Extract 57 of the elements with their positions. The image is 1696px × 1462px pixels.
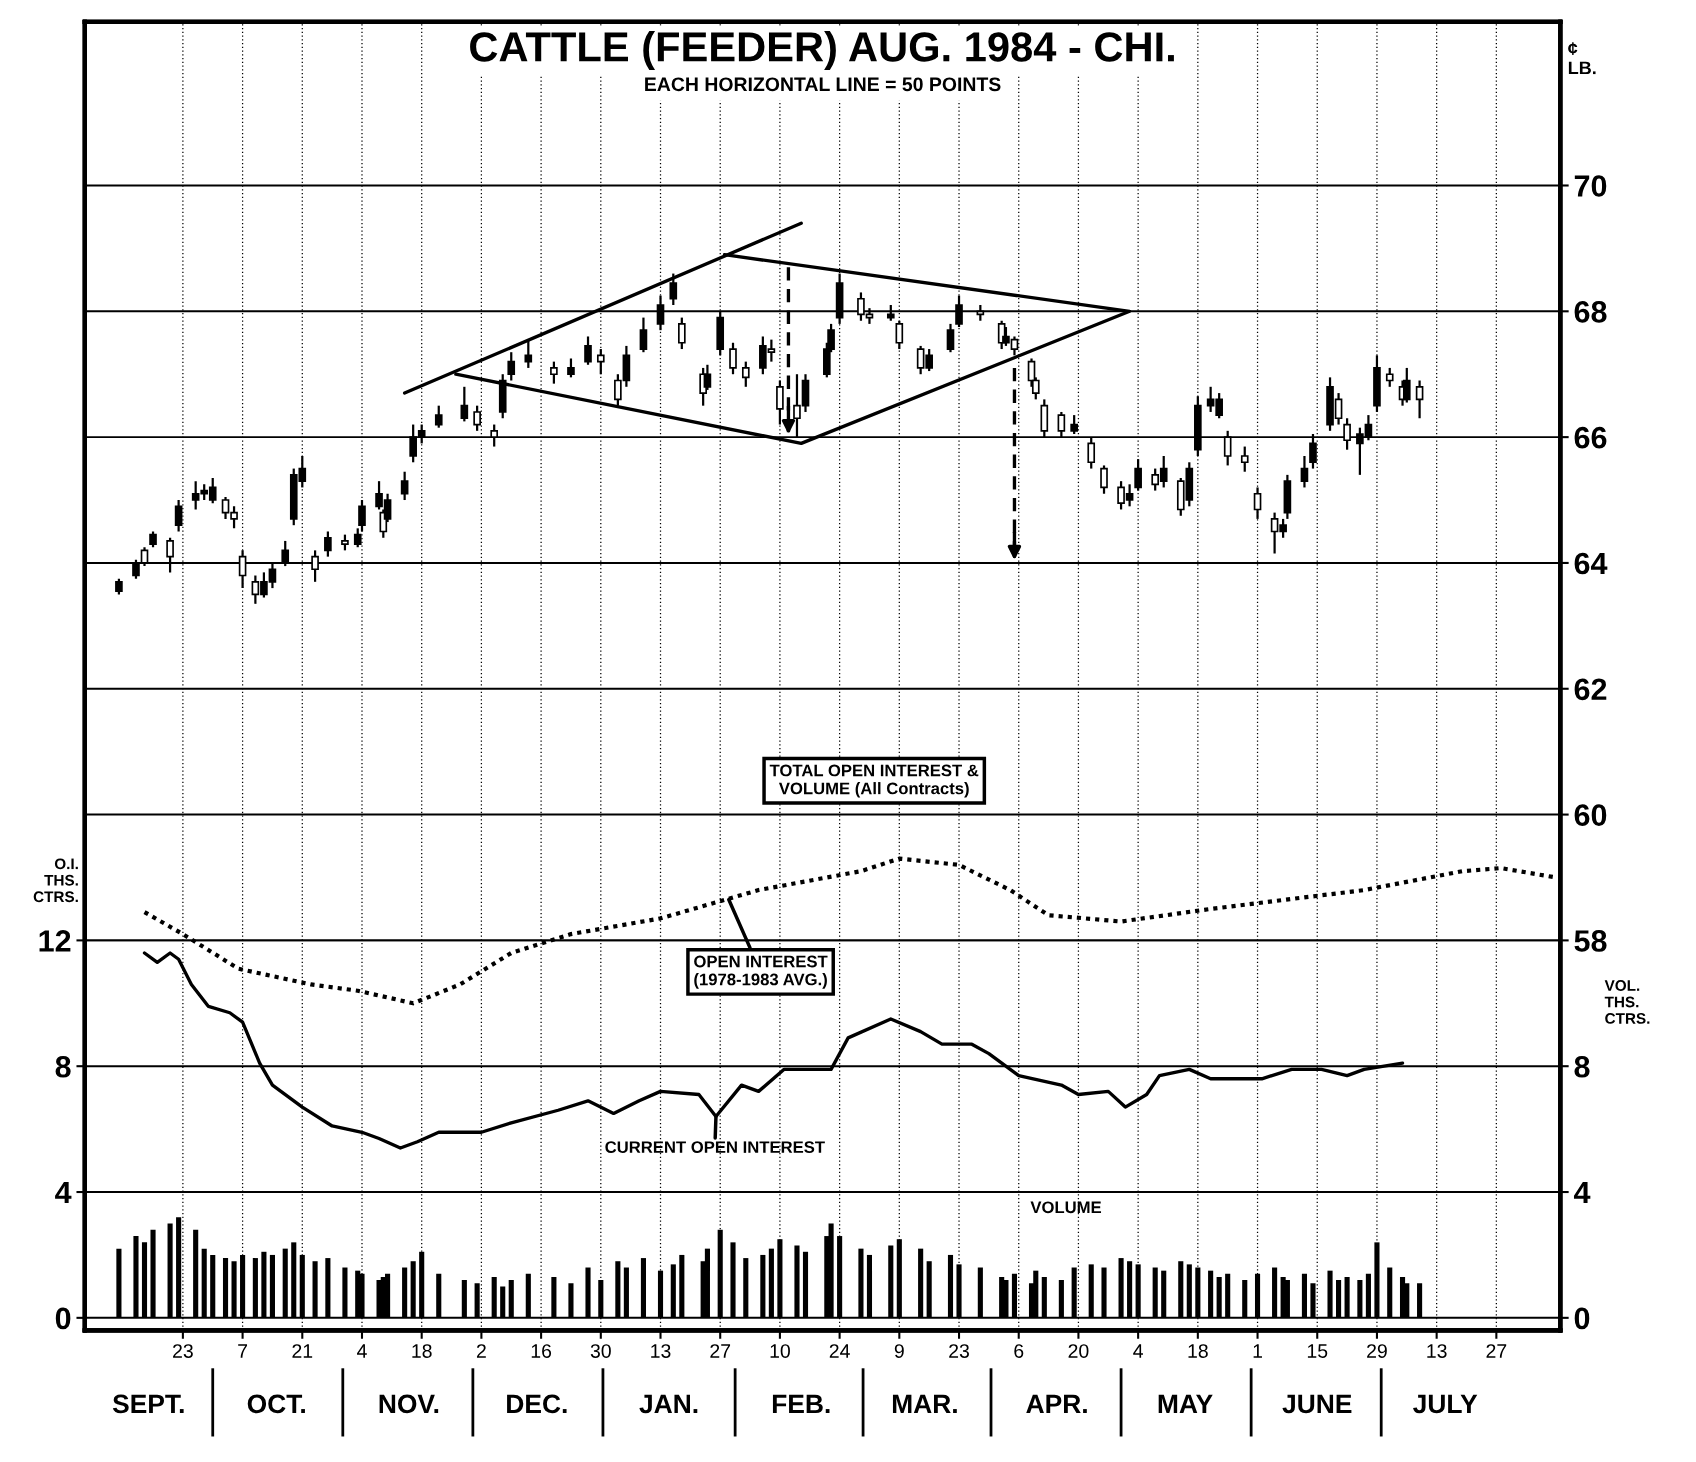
x-tick-label: 21 bbox=[292, 1344, 313, 1358]
x-tick-label: 4 bbox=[1133, 1344, 1143, 1358]
x2-tick-label: MAY bbox=[1158, 1394, 1213, 1413]
y2-axis-title: O.I. THS. CTRS. bbox=[33, 858, 78, 903]
x-tick-label: 27 bbox=[1486, 1344, 1507, 1358]
x2-tick-label: DEC. bbox=[507, 1394, 567, 1414]
y3-tick-label: 8 bbox=[1574, 1055, 1590, 1078]
annotation: VOLUME bbox=[1030, 1201, 1102, 1214]
x-tick-label: 20 bbox=[1068, 1344, 1089, 1358]
x-tick-label: 29 bbox=[1367, 1344, 1387, 1358]
y-tick-label: 66 bbox=[1574, 426, 1607, 449]
chart-title: CATTLE (FEEDER) AUG. 1984 - CHI. bbox=[470, 31, 1174, 70]
y2-tick-label: 8 bbox=[55, 1055, 71, 1078]
x2-tick-label: JUNE bbox=[1282, 1394, 1352, 1414]
x-tick-label: 13 bbox=[651, 1344, 671, 1358]
x-tick-label: 18 bbox=[1188, 1344, 1208, 1358]
x2-tick-label: FEB. bbox=[772, 1394, 830, 1413]
y-axis-title: ¢ LB. bbox=[1568, 42, 1596, 75]
y-tick-label: 60 bbox=[1574, 804, 1607, 826]
x-tick-label: 23 bbox=[173, 1344, 193, 1358]
y3-axis-title: VOL. THS. CTRS. bbox=[1604, 980, 1650, 1024]
x2-tick-label: JAN. bbox=[639, 1394, 698, 1414]
x-tick-label: 23 bbox=[949, 1344, 969, 1358]
y2-tick-label: 0 bbox=[55, 1307, 71, 1330]
x2-tick-label: JULY bbox=[1413, 1394, 1478, 1414]
x2-tick-label: SEPT. bbox=[112, 1394, 184, 1414]
y-tick-label: 62 bbox=[1574, 678, 1607, 701]
x2-tick-label: OCT. bbox=[247, 1394, 305, 1414]
x-tick-label: 13 bbox=[1427, 1344, 1447, 1358]
y2-tick-label: 4 bbox=[55, 1182, 72, 1204]
x2-tick-label: NOV. bbox=[379, 1394, 439, 1414]
y-tick-label: 64 bbox=[1574, 552, 1608, 575]
x-tick-label: 18 bbox=[412, 1344, 432, 1358]
y2-tick-label: 12 bbox=[39, 930, 71, 952]
x-tick-label: 9 bbox=[894, 1344, 904, 1358]
x-tick-label: 15 bbox=[1307, 1344, 1328, 1358]
x-tick-label: 6 bbox=[1014, 1344, 1024, 1358]
x-tick-label: 1 bbox=[1253, 1344, 1262, 1358]
y-tick-label: 68 bbox=[1574, 301, 1607, 323]
x-tick-label: 7 bbox=[238, 1344, 248, 1358]
x-tick-label: 2 bbox=[476, 1344, 486, 1358]
x-tick-label: 30 bbox=[590, 1344, 611, 1358]
x2-tick-label: APR. bbox=[1026, 1394, 1087, 1413]
x-tick-label: 4 bbox=[357, 1344, 367, 1358]
y3-tick-label: 4 bbox=[1573, 1182, 1591, 1204]
y3-tick-label: 0 bbox=[1574, 1307, 1590, 1330]
x-tick-label: 10 bbox=[770, 1344, 790, 1358]
y-tick-label: 58 bbox=[1574, 930, 1607, 952]
x-tick-label: 24 bbox=[829, 1344, 850, 1358]
x2-tick-label: MAR. bbox=[892, 1394, 957, 1413]
x-tick-label: 16 bbox=[531, 1344, 552, 1358]
annotation: CURRENT OPEN INTEREST bbox=[605, 1141, 825, 1154]
annotation: OPEN INTEREST (1978-1983 AVG.) bbox=[694, 955, 828, 989]
y-tick-label: 70 bbox=[1574, 175, 1607, 197]
annotation: TOTAL OPEN INTEREST & VOLUME (All Contracts) bbox=[769, 764, 979, 798]
text: EACH HORIZONTAL LINE = 50 POINTS bbox=[645, 77, 1001, 92]
x-tick-label: 27 bbox=[710, 1344, 731, 1358]
